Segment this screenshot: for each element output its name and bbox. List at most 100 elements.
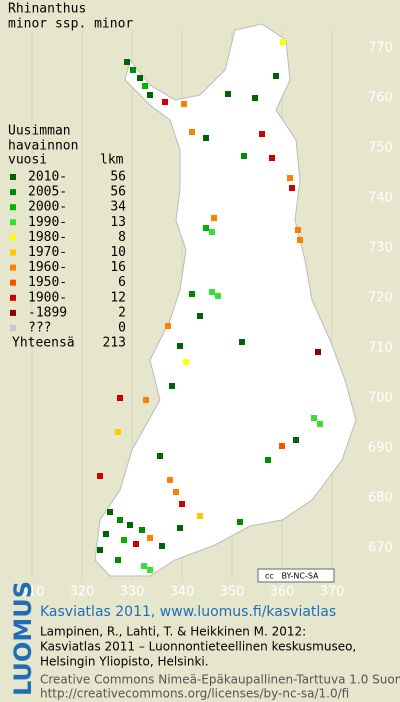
- title: Rhinanthus: [8, 2, 86, 17]
- observation-cell: [215, 293, 221, 299]
- legend-count: 56: [110, 185, 126, 200]
- observation-cell: [157, 453, 163, 459]
- legend-swatch: [10, 264, 16, 271]
- observation-cell: [183, 359, 189, 365]
- observation-cell: [273, 73, 279, 79]
- badge-box: [257, 568, 335, 583]
- legend-swatch: [10, 294, 16, 301]
- y-tick-label: 680: [368, 491, 393, 506]
- observation-cell: [209, 289, 215, 295]
- legend-count: 12: [110, 290, 126, 305]
- finland-outline: [94, 23, 357, 577]
- observation-cell: [173, 489, 179, 495]
- total-count: 213: [103, 336, 126, 351]
- observation-cell: [141, 563, 147, 569]
- legend-col: lkm: [100, 153, 124, 168]
- legend-col: vuosi: [8, 153, 47, 168]
- legend-count: 13: [110, 215, 126, 230]
- observation-cell: [117, 517, 123, 523]
- legend-swatch: [10, 249, 16, 256]
- legend-label: 1900-: [28, 290, 67, 305]
- observation-cell: [117, 395, 123, 401]
- legend-heading: havainnon: [8, 139, 78, 154]
- legend-swatch: [10, 325, 16, 331]
- legend-swatch: [10, 279, 16, 286]
- observation-cell: [137, 75, 143, 81]
- observation-cell: [179, 501, 185, 507]
- legend-swatch: [10, 219, 16, 226]
- observation-cell: [115, 429, 121, 435]
- observation-cell: [315, 349, 321, 355]
- y-tick-label: 710: [368, 341, 393, 356]
- legend-label: -1899: [28, 305, 67, 320]
- license-line: Creative Commons Nimeä-Epäkaupallinen-Ta…: [40, 673, 400, 687]
- observation-cell: [130, 67, 136, 73]
- observation-cell: [317, 421, 323, 427]
- legend-label: 1950-: [28, 275, 67, 290]
- x-tick-label: 330: [120, 585, 145, 600]
- observation-cell: [115, 557, 121, 563]
- observation-cell: [103, 531, 109, 537]
- citation-line: Lampinen, R., Lahti, T. & Heikkinen M. 2…: [40, 625, 306, 639]
- observation-cell: [197, 513, 203, 519]
- observation-cell: [295, 227, 301, 233]
- legend-count: 56: [110, 170, 126, 185]
- legend-swatch: [10, 204, 16, 211]
- observation-cell: [211, 215, 217, 221]
- observation-cell: [147, 567, 153, 573]
- observation-cell: [167, 477, 173, 483]
- observation-cell: [311, 415, 317, 421]
- title: minor ssp. minor: [8, 17, 133, 32]
- x-tick-label: 350: [220, 585, 245, 600]
- observation-cell: [97, 473, 103, 479]
- legend-count: 34: [110, 200, 126, 215]
- y-tick-label: 770: [368, 41, 393, 56]
- observation-cell: [142, 83, 148, 89]
- legend-count: 16: [110, 260, 126, 275]
- observation-cell: [147, 535, 153, 541]
- observation-cell: [181, 101, 187, 107]
- x-tick-label: 340: [170, 585, 195, 600]
- legend-swatch: [10, 309, 16, 316]
- observation-cell: [241, 153, 247, 159]
- legend-count: 8: [118, 230, 126, 245]
- total-label: Yhteensä: [12, 336, 75, 351]
- legend-label: 1980-: [28, 230, 67, 245]
- citation-line: Helsingin Yliopisto, Helsinki.: [40, 655, 209, 669]
- legend-label: 1960-: [28, 260, 67, 275]
- observation-cell: [139, 527, 145, 533]
- brand: LUOMUS: [9, 581, 37, 696]
- observations: [97, 39, 323, 573]
- legend-label: 1970-: [28, 245, 67, 260]
- footer-heading: Kasviatlas 2011, www.luomus.fi/kasviatla…: [40, 604, 336, 620]
- observation-cell: [237, 519, 243, 525]
- observation-cell: [259, 131, 265, 137]
- observation-cell: [177, 525, 183, 531]
- y-tick-label: 740: [368, 191, 393, 206]
- legend-swatch: [10, 189, 16, 196]
- x-tick-label: 370: [320, 585, 345, 600]
- observation-cell: [287, 175, 293, 181]
- observation-cell: [124, 59, 130, 65]
- observation-cell: [279, 443, 285, 449]
- observation-cell: [289, 185, 295, 191]
- legend-label: ???: [28, 321, 51, 336]
- observation-cell: [189, 129, 195, 135]
- observation-cell: [133, 541, 139, 547]
- observation-cell: [197, 313, 203, 319]
- license-line: http://creativecommons.org/licenses/by-n…: [40, 687, 349, 701]
- legend-count: 6: [118, 275, 126, 290]
- y-tick-label: 730: [368, 241, 393, 256]
- badge-text: BY-NC-SA: [281, 572, 319, 581]
- observation-cell: [239, 339, 245, 345]
- observation-cell: [169, 383, 175, 389]
- y-tick-label: 700: [368, 391, 393, 406]
- observation-cell: [143, 397, 149, 403]
- observation-cell: [159, 543, 165, 549]
- legend-label: 1990-: [28, 215, 67, 230]
- legend-count: 2: [118, 305, 126, 320]
- observation-cell: [293, 437, 299, 443]
- observation-cell: [297, 237, 303, 243]
- observation-cell: [165, 323, 171, 329]
